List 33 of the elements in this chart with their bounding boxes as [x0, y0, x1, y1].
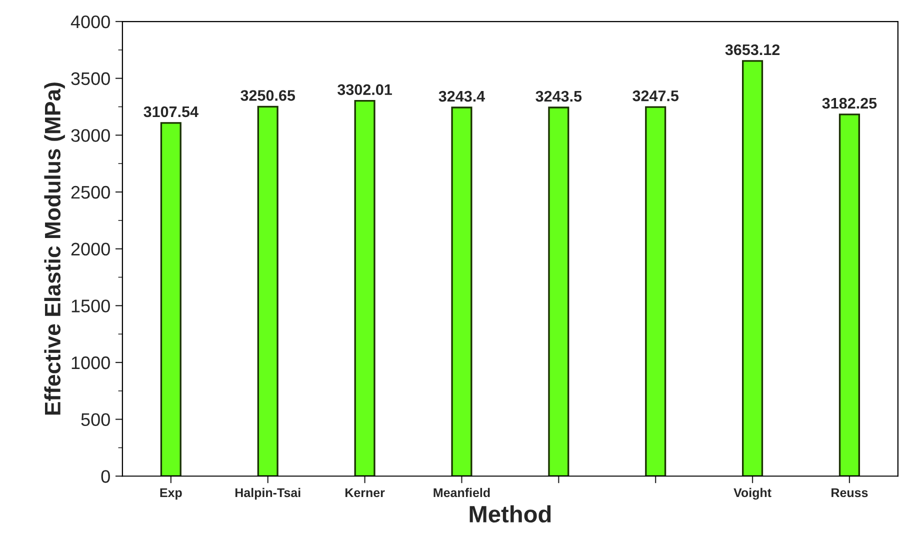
y-tick-label: 500 — [81, 413, 110, 426]
x-tick-label: Kerner — [345, 488, 385, 498]
x-tick-label: Exp — [160, 488, 182, 500]
y-tick-label: 0 — [101, 470, 110, 483]
bar — [645, 106, 666, 476]
data-label: 3302.01 — [338, 84, 392, 96]
y-tick-label: 3500 — [71, 72, 110, 86]
y-tick-label: 1500 — [72, 300, 110, 312]
y-tick-label: 4000 — [70, 15, 110, 28]
bar — [548, 106, 570, 476]
x-tick-label: Halpin-Tsai — [235, 488, 300, 500]
x-axis-title: Method — [470, 505, 551, 523]
data-label: 3247.5 — [632, 90, 679, 102]
data-label: 3653.12 — [725, 44, 780, 56]
bar — [354, 100, 376, 476]
x-tick-label: Reuss — [832, 488, 868, 498]
data-label: 3243.5 — [536, 90, 582, 102]
bar — [257, 106, 278, 476]
y-axis-title: Effective Elastic Modulus (MPa) — [44, 82, 65, 415]
data-label: 3250.65 — [240, 90, 296, 101]
y-tick-label: 1000 — [72, 356, 110, 370]
bar — [160, 122, 182, 476]
bar — [838, 114, 860, 476]
x-tick-label: Meanfield — [434, 488, 490, 498]
y-tick-label: 2500 — [71, 186, 110, 199]
bar — [451, 106, 472, 476]
y-tick-label: 2000 — [71, 242, 110, 256]
data-label: 3182.25 — [822, 98, 877, 109]
y-tick-label: 3000 — [71, 129, 110, 142]
data-label: 3107.54 — [144, 106, 198, 118]
data-label: 3243.4 — [438, 90, 486, 102]
bar — [742, 60, 764, 476]
x-tick-label: Voight — [734, 488, 772, 500]
